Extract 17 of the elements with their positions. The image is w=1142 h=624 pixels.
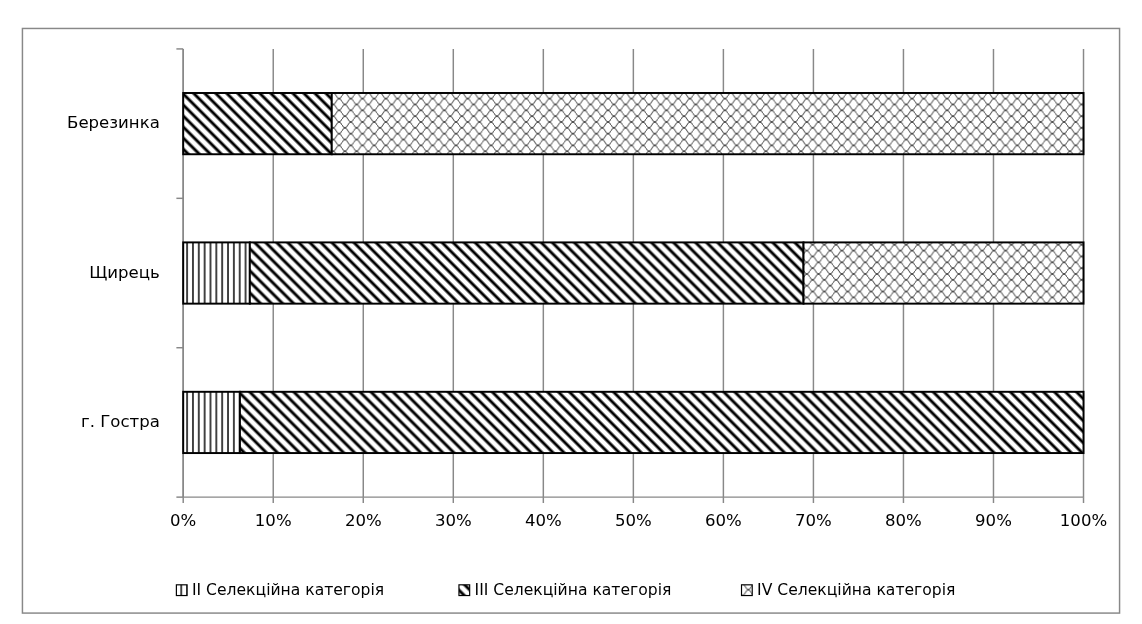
x-tick-label: 90% (975, 511, 1012, 531)
legend-label: III Селекційна категорія (474, 581, 672, 600)
x-tick-label: 30% (434, 511, 472, 531)
x-tick-label: 70% (795, 511, 832, 531)
legend-label: II Селекційна категорія (191, 581, 385, 600)
x-tick-label: 10% (254, 511, 292, 531)
x-tick-label: 100% (1059, 511, 1108, 531)
x-tick-label: 0% (170, 511, 197, 531)
x-tick-label: 40% (524, 511, 562, 531)
y-tick-label: г. Гостра (81, 411, 160, 431)
x-tick-label: 80% (885, 511, 922, 531)
x-tick-label: 60% (705, 511, 742, 531)
y-tick-label: Щирець (89, 262, 160, 282)
y-tick-label: Березинка (67, 113, 160, 133)
x-tick-label: 20% (344, 511, 382, 531)
x-tick-label: 50% (614, 511, 652, 531)
legend-label: IV Селекційна категорія (757, 581, 956, 600)
